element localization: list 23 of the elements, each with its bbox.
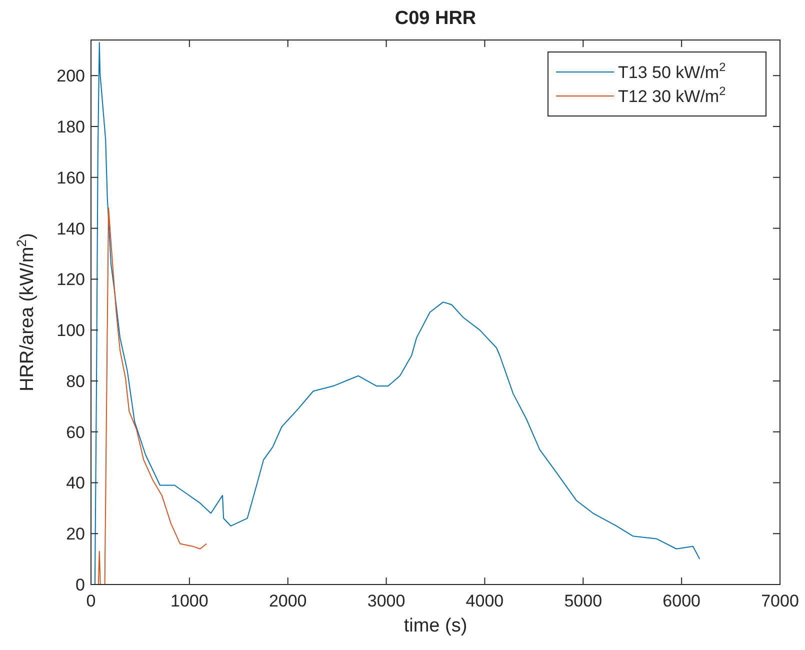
y-tick-label: 80 (66, 372, 85, 391)
y-tick-label: 140 (56, 219, 85, 238)
x-tick-label: 4000 (466, 592, 504, 610)
y-tick-label: 60 (66, 422, 85, 442)
x-tick-label: 2000 (268, 592, 307, 610)
y-tick-label: 40 (66, 474, 85, 493)
x-tick-label: 6000 (662, 592, 700, 610)
x-axis-title: time (s) (404, 616, 468, 636)
x-tick-label: 7000 (761, 592, 799, 610)
x-tick-label: 1000 (170, 592, 208, 610)
y-tick-label: 20 (66, 524, 85, 544)
legend-label: T13 50 kW/m$^{2}$ (618, 60, 726, 82)
chart-title: C09 HRR (394, 8, 476, 29)
x-tick-label: 3000 (367, 592, 406, 610)
legend-label: T12 30 kW/m$^{2}$ (618, 84, 726, 106)
y-tick-label: 120 (56, 270, 85, 290)
y-tick-label: 160 (56, 168, 85, 188)
y-tick-label: 180 (56, 118, 85, 137)
line-series (96, 207, 208, 584)
y-tick-label: 200 (56, 66, 85, 86)
x-tick-label: 5000 (564, 592, 602, 610)
y-tick-label: 0 (76, 576, 85, 594)
y-tick-label: 100 (56, 321, 85, 340)
